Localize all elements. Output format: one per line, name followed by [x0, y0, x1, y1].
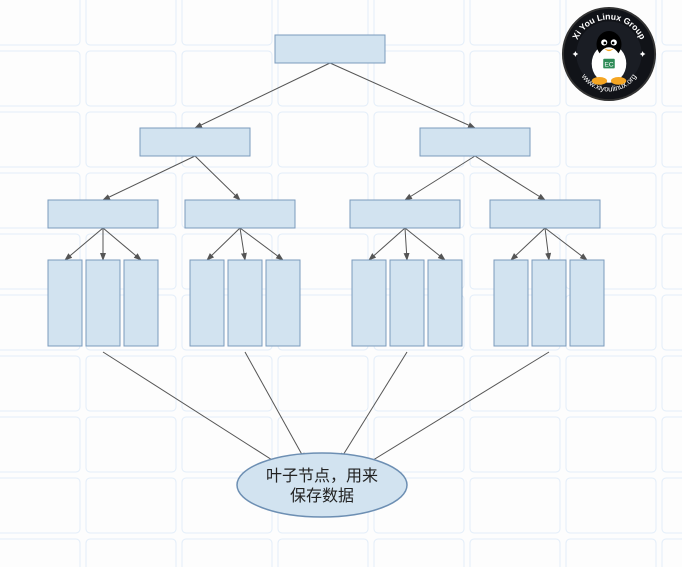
diagram-stage: 叶子节点，用来 保存数据 EC Xi You Linux Group www.x… — [0, 0, 682, 567]
node-lf10 — [494, 260, 528, 346]
node-lf11 — [532, 260, 566, 346]
edge-root-l1b — [330, 63, 475, 128]
xiyou-linux-logo: EC Xi You Linux Group www.xiyoulinux.org — [561, 6, 657, 102]
node-l1a — [140, 128, 250, 156]
node-lf1 — [48, 260, 82, 346]
edge-l2c-lf7 — [369, 228, 405, 260]
summary-edge-3 — [365, 352, 549, 465]
edge-l2c-lf9 — [405, 228, 445, 260]
edge-l2a-lf3 — [103, 228, 141, 260]
node-lf6 — [266, 260, 300, 346]
edge-l1a-l2b — [195, 156, 240, 200]
svg-text:EC: EC — [604, 61, 613, 68]
node-root — [275, 35, 385, 63]
edge-l1a-l2a — [103, 156, 195, 200]
summary-text-line1: 叶子节点，用来 — [266, 467, 378, 485]
node-lf7 — [352, 260, 386, 346]
summary-text-line2: 保存数据 — [290, 487, 354, 505]
node-lf3 — [124, 260, 158, 346]
node-lf8 — [390, 260, 424, 346]
edge-l2b-lf4 — [207, 228, 240, 260]
edge-l2a-lf1 — [65, 228, 103, 260]
edge-l2d-lf10 — [511, 228, 545, 260]
node-lf12 — [570, 260, 604, 346]
summary-edge-1 — [245, 352, 305, 460]
edge-l2b-lf5 — [240, 228, 245, 260]
node-l2d — [490, 200, 600, 228]
edge-l2d-lf11 — [545, 228, 549, 260]
node-l1b — [420, 128, 530, 156]
node-lf4 — [190, 260, 224, 346]
edge-l1b-l2d — [475, 156, 545, 200]
summary-edge-2 — [340, 352, 407, 460]
node-l2a — [48, 200, 158, 228]
node-lf5 — [228, 260, 262, 346]
edge-l2b-lf6 — [240, 228, 283, 260]
node-l2c — [350, 200, 460, 228]
node-l2b — [185, 200, 295, 228]
summary-ellipse — [237, 453, 407, 517]
edge-l1b-l2c — [405, 156, 475, 200]
summary-edge-0 — [103, 352, 280, 465]
edge-root-l1a — [195, 63, 330, 128]
node-lf9 — [428, 260, 462, 346]
node-lf2 — [86, 260, 120, 346]
edge-l2c-lf8 — [405, 228, 407, 260]
edge-l2d-lf12 — [545, 228, 587, 260]
